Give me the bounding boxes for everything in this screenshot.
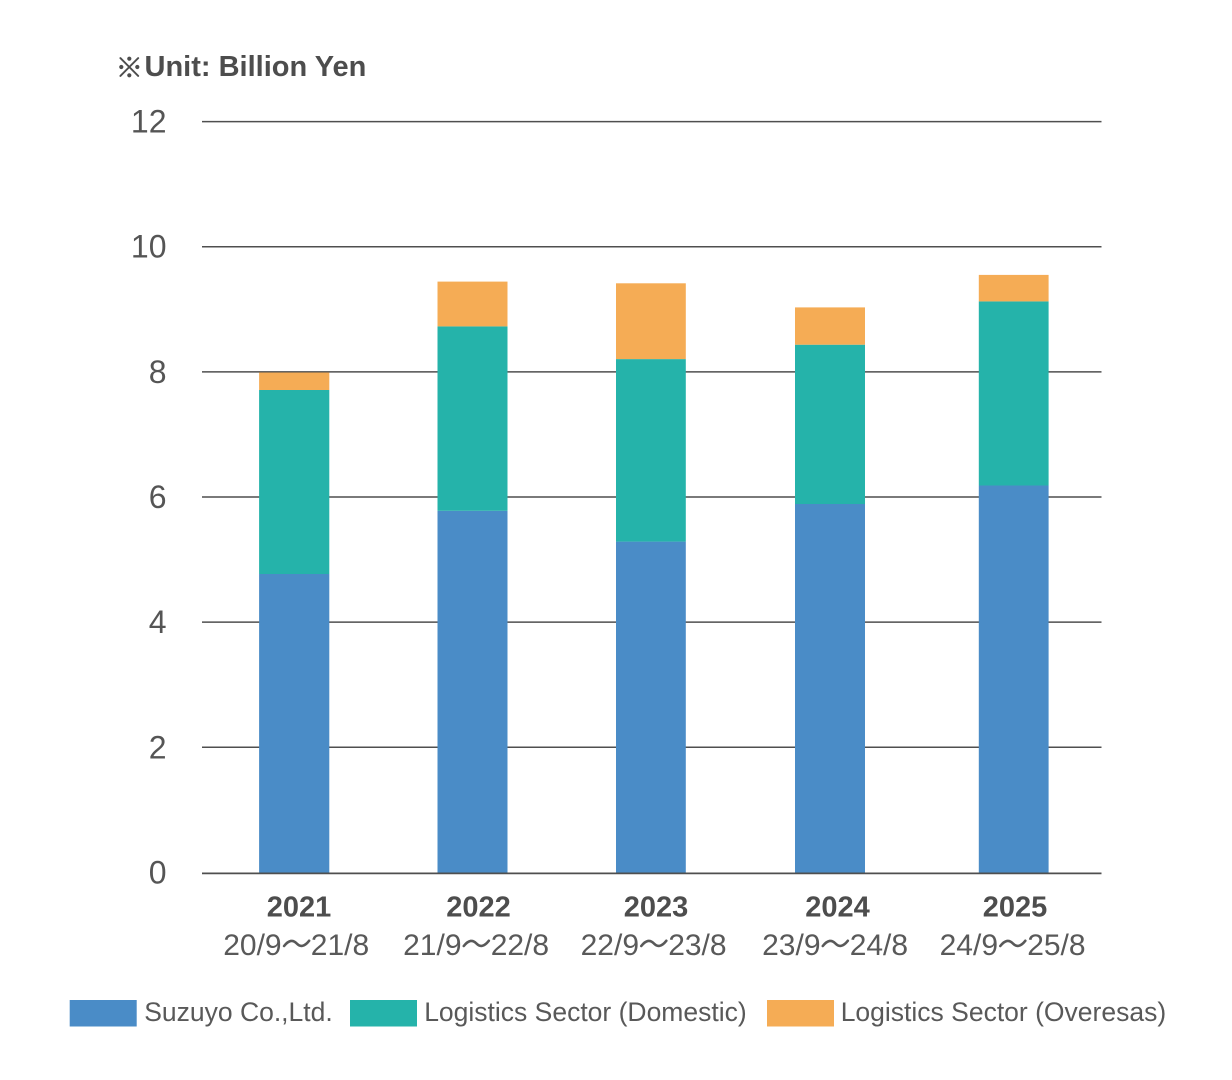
svg-text:2021: 2021 — [267, 892, 332, 924]
svg-text:0: 0 — [149, 854, 167, 890]
svg-text:Logistics Sector (Overesas): Logistics Sector (Overesas) — [841, 997, 1166, 1027]
svg-text:12: 12 — [131, 104, 167, 140]
svg-text:23/8: 23/8 — [668, 929, 726, 962]
svg-text:2022: 2022 — [446, 892, 511, 924]
svg-text:6: 6 — [149, 479, 167, 515]
svg-text:Suzuyo Co.,Ltd.: Suzuyo Co.,Ltd. — [144, 997, 333, 1027]
svg-text:24/8: 24/8 — [850, 929, 908, 962]
svg-text:8: 8 — [149, 354, 167, 390]
svg-text:Logistics Sector (Domestic): Logistics Sector (Domestic) — [424, 997, 747, 1027]
svg-text:21/8: 21/8 — [311, 929, 369, 962]
svg-text:25/8: 25/8 — [1027, 929, 1085, 962]
svg-text:2023: 2023 — [624, 892, 689, 924]
svg-text:22/8: 22/8 — [491, 929, 549, 962]
svg-text:2: 2 — [149, 729, 167, 765]
svg-text:4: 4 — [149, 604, 167, 640]
svg-text:20/9: 20/9 — [223, 929, 281, 962]
svg-text:21/9: 21/9 — [403, 929, 461, 962]
svg-text:10: 10 — [131, 229, 167, 265]
svg-text:24/9: 24/9 — [940, 929, 998, 962]
svg-text:2024: 2024 — [805, 892, 870, 924]
svg-text:22/9: 22/9 — [581, 929, 639, 962]
svg-text:Unit: Billion Yen: Unit: Billion Yen — [145, 51, 367, 83]
svg-text:23/9: 23/9 — [762, 929, 820, 962]
svg-text:2025: 2025 — [983, 892, 1048, 924]
